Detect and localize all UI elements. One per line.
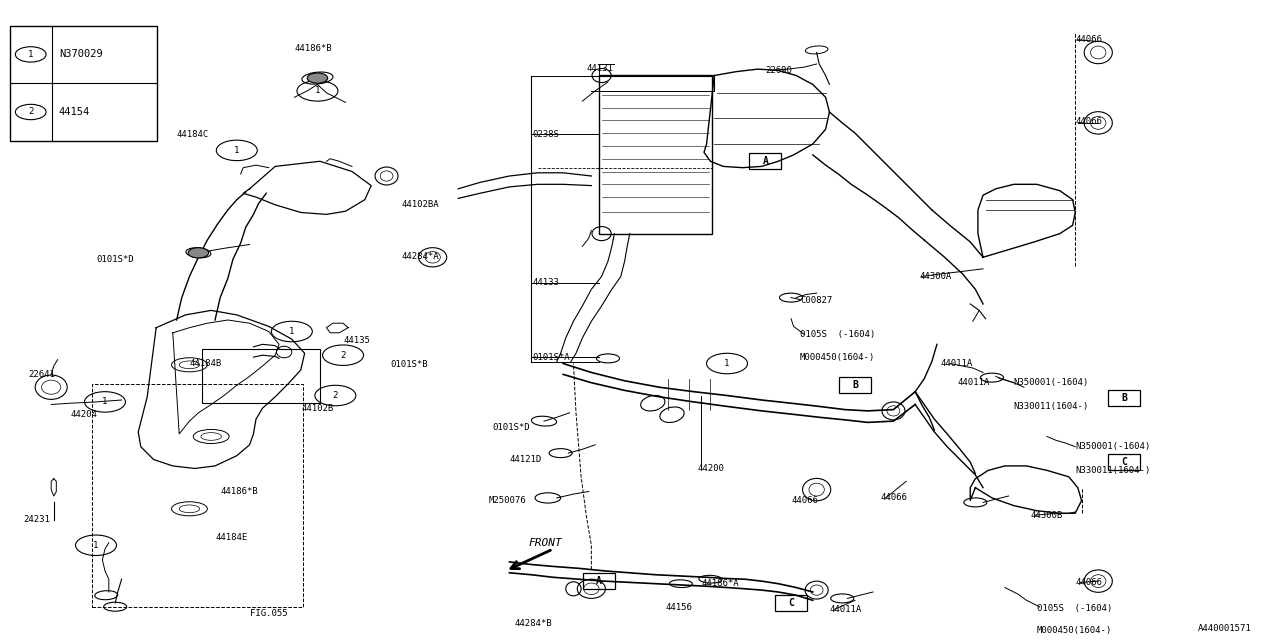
Text: A440001571: A440001571: [1198, 624, 1252, 633]
Text: 44284*A: 44284*A: [402, 252, 439, 260]
Text: 44011A: 44011A: [829, 605, 861, 614]
Bar: [584, 573, 614, 589]
Text: 0105S  (-1604): 0105S (-1604): [1037, 604, 1112, 612]
Text: 2: 2: [28, 108, 33, 116]
Text: 24231: 24231: [23, 515, 50, 524]
Text: 44102B: 44102B: [301, 404, 334, 413]
Bar: [840, 378, 872, 393]
Text: 44154: 44154: [59, 107, 90, 117]
Text: 44066: 44066: [791, 496, 818, 505]
Text: 44011A: 44011A: [957, 378, 989, 387]
Text: 2: 2: [340, 351, 346, 360]
Text: M000450(1604-): M000450(1604-): [800, 353, 876, 362]
Text: N350001(-1604): N350001(-1604): [1014, 378, 1089, 387]
Text: 1: 1: [289, 327, 294, 336]
Text: 2: 2: [333, 391, 338, 400]
Text: 44200: 44200: [698, 464, 724, 473]
Text: 0101S*D: 0101S*D: [493, 423, 530, 432]
Text: 1: 1: [93, 541, 99, 550]
Circle shape: [307, 73, 328, 83]
Text: C00827: C00827: [800, 296, 832, 305]
Bar: [776, 595, 808, 611]
Text: 44066: 44066: [1075, 578, 1102, 587]
Bar: [202, 349, 320, 403]
Text: N350001(-1604): N350001(-1604): [1075, 442, 1151, 451]
Text: 0238S: 0238S: [532, 130, 559, 139]
Text: A: A: [763, 156, 768, 166]
Text: FIG.055: FIG.055: [250, 609, 287, 618]
Text: 44066: 44066: [881, 493, 908, 502]
Text: 1: 1: [102, 397, 108, 406]
Text: 44011A: 44011A: [941, 359, 973, 368]
Text: 44186*A: 44186*A: [701, 579, 739, 588]
Text: 1: 1: [315, 86, 320, 95]
Bar: [1108, 390, 1140, 406]
Bar: [10, 26, 157, 141]
Circle shape: [188, 248, 209, 258]
Text: FRONT: FRONT: [529, 538, 562, 548]
Bar: [599, 75, 712, 234]
Text: 0101S*A: 0101S*A: [532, 353, 570, 362]
Text: 44133: 44133: [532, 278, 559, 287]
Text: 44184B: 44184B: [189, 359, 221, 368]
Text: M000450(1604-): M000450(1604-): [1037, 626, 1112, 635]
Text: 44186*B: 44186*B: [294, 44, 333, 52]
Text: 44135: 44135: [343, 336, 370, 345]
Text: 22641: 22641: [28, 370, 55, 379]
Text: 44131: 44131: [586, 64, 613, 73]
Text: 44184E: 44184E: [215, 533, 247, 542]
Text: 1: 1: [28, 50, 33, 59]
Text: 44066: 44066: [1075, 117, 1102, 126]
Bar: [750, 154, 781, 169]
Text: 44186*B: 44186*B: [220, 487, 257, 496]
Text: C: C: [1121, 457, 1126, 467]
Text: 44300A: 44300A: [919, 272, 951, 281]
Bar: [92, 384, 303, 607]
Text: B: B: [1121, 393, 1126, 403]
Text: 44066: 44066: [1075, 35, 1102, 44]
Text: N330011(1604-): N330011(1604-): [1014, 402, 1089, 411]
Text: N370029: N370029: [59, 49, 102, 60]
Text: 44184C: 44184C: [177, 130, 209, 139]
Text: 44204: 44204: [70, 410, 97, 419]
Text: 44284*B: 44284*B: [515, 620, 552, 628]
Text: 1: 1: [724, 359, 730, 368]
Text: 44102BA: 44102BA: [402, 200, 439, 209]
Text: 0101S*B: 0101S*B: [390, 360, 428, 369]
Text: 0105S  (-1604): 0105S (-1604): [800, 330, 876, 339]
Text: 44300B: 44300B: [1030, 511, 1062, 520]
Text: 0101S*D: 0101S*D: [96, 255, 133, 264]
Text: C: C: [788, 598, 794, 608]
Text: A: A: [596, 576, 602, 586]
Text: 44121D: 44121D: [509, 455, 541, 464]
Text: 44156: 44156: [666, 604, 692, 612]
Bar: [1108, 454, 1140, 470]
Text: M250076: M250076: [489, 496, 526, 505]
Text: B: B: [852, 380, 858, 390]
Text: 22690: 22690: [765, 66, 792, 75]
Text: 1: 1: [234, 146, 239, 155]
Text: N330011(1604-): N330011(1604-): [1075, 466, 1151, 475]
